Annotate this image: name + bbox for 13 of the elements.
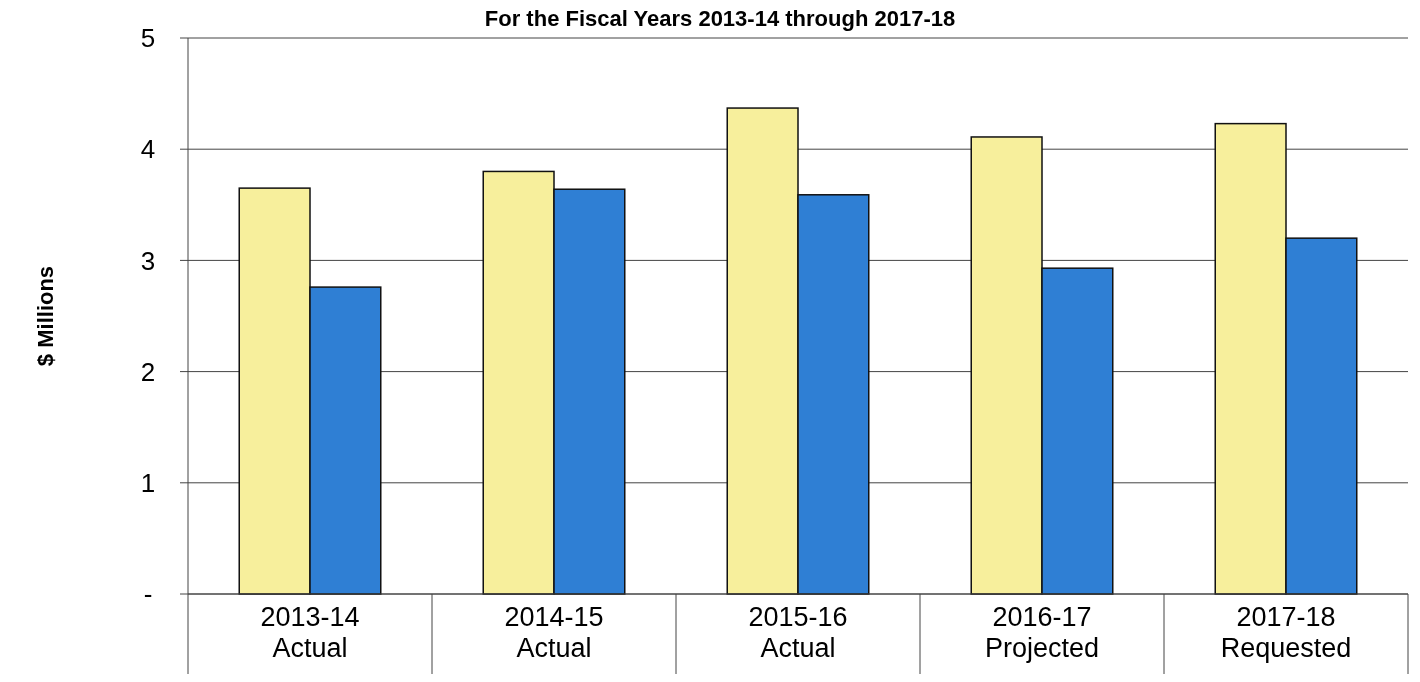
y-tick-label: 4 <box>140 134 156 165</box>
x-tick-label: 2014-15 Actual <box>504 602 604 663</box>
y-tick-label: 1 <box>140 467 156 498</box>
y-tick-label: 5 <box>140 23 156 54</box>
chart-title: For the Fiscal Years 2013-14 through 2017-18 <box>484 6 956 31</box>
x-tick-label: 2016-17 Projected <box>984 602 1100 663</box>
x-tick-label: 2017-18 Requested <box>1220 602 1352 663</box>
x-tick-label: 2013-14 Actual <box>260 602 360 663</box>
x-tick-label: 2015-16 Actual <box>748 602 848 663</box>
y-tick-label: 3 <box>140 245 156 276</box>
y-tick-label: - <box>143 579 153 610</box>
y-axis-title: $ Millions <box>33 265 58 367</box>
y-tick-label: 2 <box>140 356 156 387</box>
